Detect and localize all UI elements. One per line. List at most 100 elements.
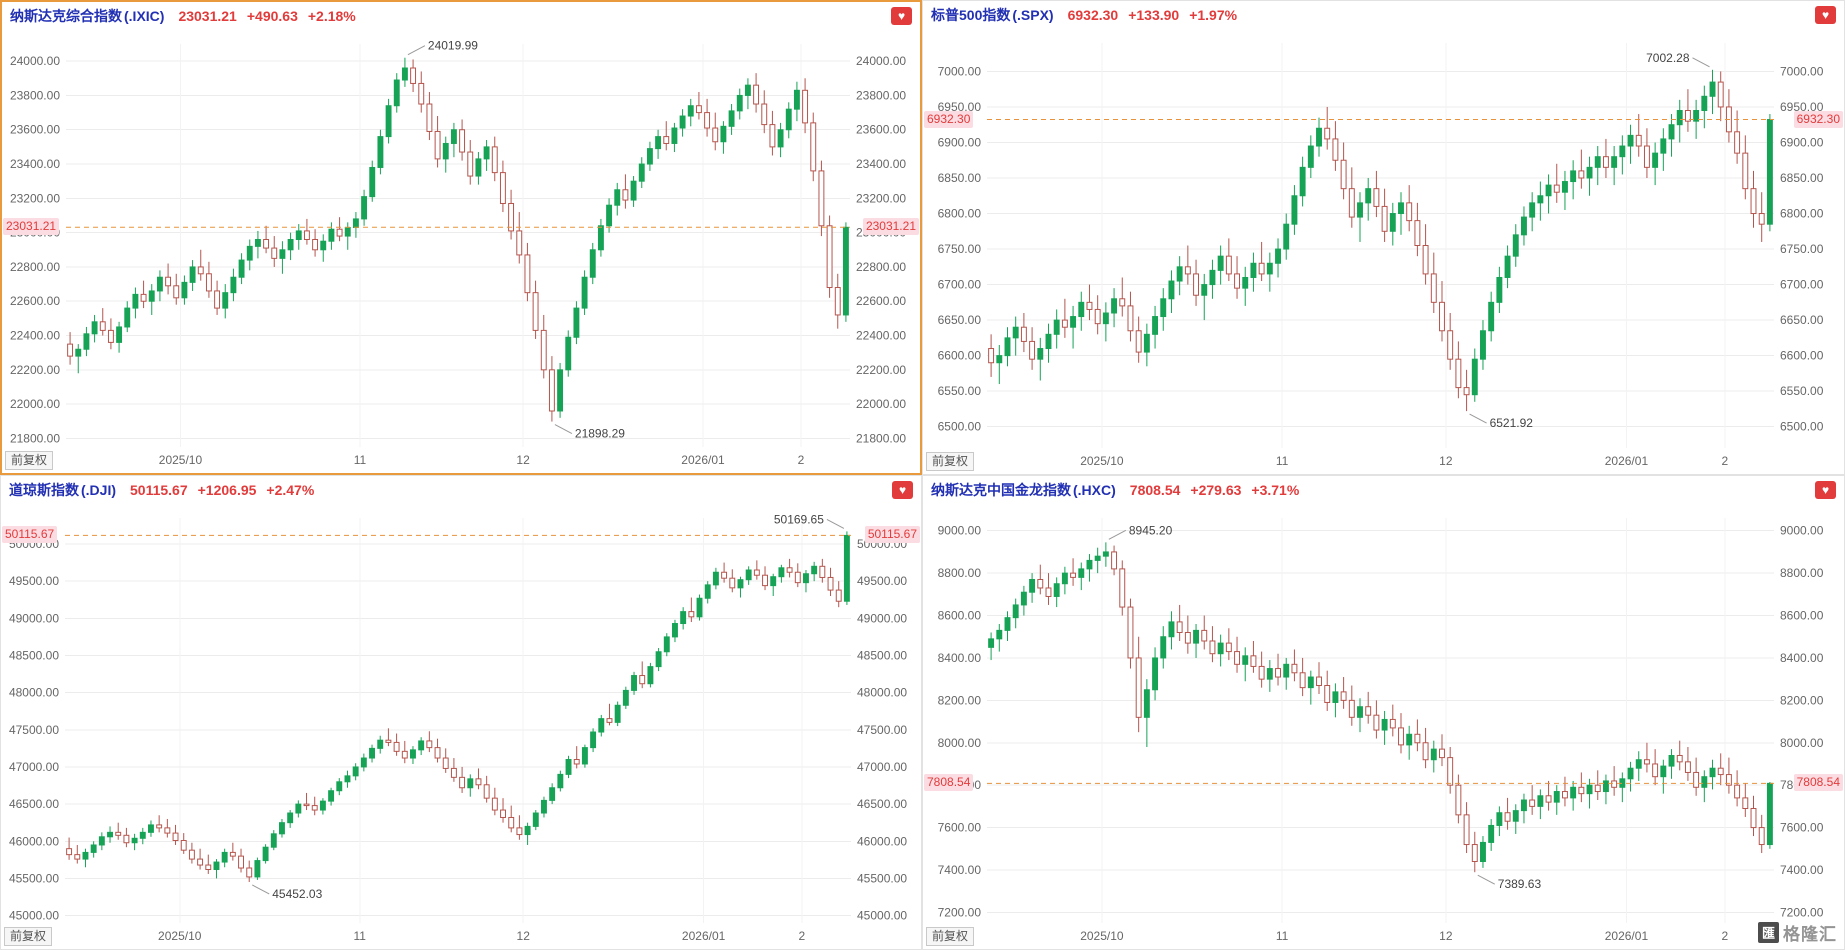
candle-body bbox=[1135, 657, 1142, 718]
candle-body bbox=[1053, 319, 1060, 335]
candle-body bbox=[1766, 119, 1773, 225]
candle-body bbox=[1480, 330, 1486, 360]
candle-body bbox=[745, 569, 752, 581]
candle-body bbox=[1348, 188, 1355, 218]
candle-body bbox=[418, 740, 425, 751]
favorite-button[interactable]: ♥ bbox=[891, 7, 912, 25]
candle-body bbox=[1578, 170, 1585, 179]
candle-body bbox=[131, 837, 138, 844]
candle-body bbox=[369, 166, 376, 198]
candle-body bbox=[336, 228, 343, 237]
y-axis-label-right: 45000.00 bbox=[857, 909, 907, 923]
candle-body bbox=[1750, 807, 1757, 829]
candle-body bbox=[1447, 330, 1454, 360]
y-axis-label-left: 22400.00 bbox=[10, 329, 60, 343]
candle-body bbox=[1242, 276, 1249, 289]
candle-body bbox=[524, 825, 531, 836]
favorite-button[interactable]: ♥ bbox=[892, 481, 913, 499]
x-axis-label: 2 bbox=[798, 453, 805, 467]
candle-body bbox=[663, 136, 670, 144]
candle-body bbox=[213, 861, 220, 870]
candlestick-chart: 6500.00 6500.00 6550.00 6550.00 6600.00 6600.… bbox=[938, 43, 1824, 468]
candle-body bbox=[1643, 759, 1650, 765]
candle-body bbox=[1652, 152, 1659, 168]
y-axis-label-right: 7000.00 bbox=[1780, 64, 1824, 78]
y-axis-label-left: 6650.00 bbox=[938, 313, 982, 327]
candle-body bbox=[1529, 202, 1536, 218]
low-annotation: 7389.63 bbox=[1498, 877, 1542, 891]
y-axis-label-left: 8800.00 bbox=[938, 566, 982, 580]
candle-body bbox=[123, 834, 130, 844]
adjust-mode-button[interactable]: 前复权 bbox=[4, 927, 53, 946]
index-name: 纳斯达克综合指数 bbox=[10, 8, 122, 24]
y-axis-label-right: 21800.00 bbox=[856, 431, 906, 445]
y-axis-label-right: 47500.00 bbox=[857, 723, 907, 737]
candle-body bbox=[842, 226, 849, 316]
chart-panel-spx: 标普500指数 (.SPX) 6932.30 +133.90 +1.97% ♥ … bbox=[922, 0, 1845, 475]
x-axis-label: 11 bbox=[354, 929, 367, 943]
candle-body bbox=[1398, 202, 1404, 215]
candle-body bbox=[385, 105, 392, 138]
candle-body bbox=[467, 778, 474, 789]
candle-body bbox=[263, 238, 270, 249]
favorite-button[interactable]: ♥ bbox=[1815, 6, 1836, 24]
candle-body bbox=[1217, 642, 1224, 655]
candle-body bbox=[1766, 782, 1773, 846]
candle-body bbox=[802, 89, 809, 124]
candle-body bbox=[565, 336, 572, 371]
candle-body bbox=[401, 67, 408, 81]
candle-body bbox=[1529, 799, 1536, 807]
candle-body bbox=[1102, 312, 1109, 325]
x-axis-label: 11 bbox=[1276, 454, 1289, 468]
candle-body bbox=[287, 812, 294, 824]
candle-body bbox=[687, 105, 694, 117]
candle-body bbox=[1561, 181, 1568, 193]
candle-body bbox=[1324, 685, 1331, 703]
candle-body bbox=[295, 803, 302, 814]
candle-body bbox=[1234, 273, 1240, 289]
high-annotation-line bbox=[407, 45, 426, 56]
y-axis-label-left: 8600.00 bbox=[938, 609, 982, 623]
candle-body bbox=[189, 266, 196, 283]
adjust-mode-button[interactable]: 前复权 bbox=[926, 927, 975, 946]
candle-body bbox=[67, 343, 74, 357]
candle-body bbox=[1332, 691, 1339, 703]
y-axis-label-left: 23600.00 bbox=[10, 123, 60, 137]
candle-body bbox=[614, 704, 621, 723]
adjust-mode-button[interactable]: 前复权 bbox=[926, 452, 975, 471]
candle-body bbox=[622, 189, 629, 201]
candle-body bbox=[230, 276, 237, 294]
candle-body bbox=[1365, 706, 1372, 716]
candle-body bbox=[66, 848, 73, 856]
candle-body bbox=[811, 565, 818, 575]
price-change-percent: +2.18% bbox=[307, 8, 356, 24]
candle-body bbox=[1709, 767, 1716, 778]
candle-body bbox=[1168, 280, 1175, 300]
candle-body bbox=[491, 797, 498, 811]
x-axis-label: 2 bbox=[1721, 454, 1728, 468]
candle-body bbox=[99, 321, 106, 331]
candle-body bbox=[1406, 202, 1413, 222]
candle-body bbox=[1586, 784, 1593, 795]
candle-body bbox=[761, 103, 768, 126]
candle-body bbox=[156, 276, 163, 292]
candle-body bbox=[508, 816, 515, 829]
candle-body bbox=[98, 836, 105, 846]
low-annotation: 21898.29 bbox=[575, 427, 625, 441]
candle-body bbox=[1086, 301, 1093, 310]
candle-body bbox=[188, 849, 195, 860]
candle-body bbox=[1102, 551, 1109, 557]
candle-body bbox=[638, 163, 645, 182]
favorite-button[interactable]: ♥ bbox=[1815, 481, 1836, 499]
candle-body bbox=[165, 276, 172, 287]
candle-body bbox=[1594, 784, 1601, 793]
y-axis-label-left: 8200.00 bbox=[938, 693, 982, 707]
index-symbol: (.SPX) bbox=[1012, 7, 1054, 23]
candle-body bbox=[311, 805, 318, 811]
candle-body bbox=[303, 230, 310, 240]
candle-body bbox=[426, 740, 433, 749]
adjust-mode-button[interactable]: 前复权 bbox=[5, 451, 54, 470]
candle-body bbox=[1004, 337, 1011, 357]
grid: 21800.00 21800.00 22000.00 22000.00 22200.00… bbox=[10, 44, 906, 467]
y-axis-label-right: 46000.00 bbox=[857, 834, 907, 848]
